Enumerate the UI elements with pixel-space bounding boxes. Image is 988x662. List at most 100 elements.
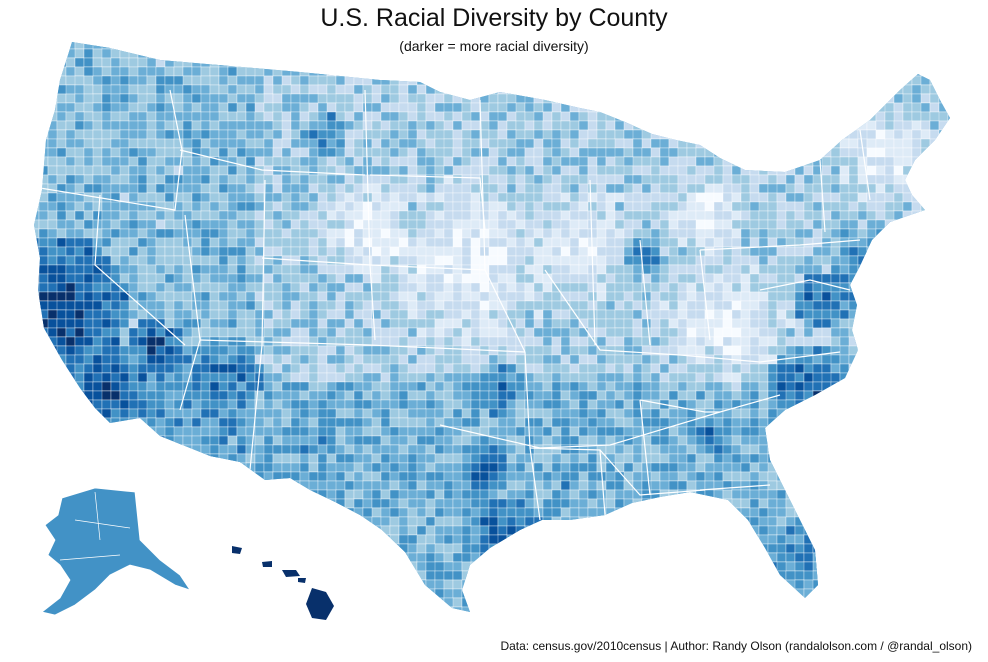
county-cell <box>902 291 913 302</box>
county-cell <box>236 363 247 374</box>
county-cell <box>794 183 805 194</box>
county-cell <box>740 48 751 59</box>
county-cell <box>308 201 319 212</box>
county-cell <box>326 120 337 131</box>
county-cell <box>34 174 40 185</box>
county-cell <box>957 148 966 157</box>
county-cell <box>506 327 517 338</box>
county-cell <box>344 237 355 248</box>
county-cell <box>506 120 517 131</box>
county-cell <box>290 300 301 311</box>
county-cell <box>839 453 850 464</box>
county-cell <box>209 48 220 59</box>
county-cell <box>821 156 832 167</box>
county-cell <box>776 192 787 203</box>
county-cell <box>506 282 517 293</box>
county-cell <box>34 444 40 455</box>
county-cell <box>875 345 886 356</box>
county-cell <box>695 102 706 113</box>
county-cell <box>893 165 904 176</box>
county-cell <box>344 390 355 401</box>
county-cell <box>524 390 535 401</box>
county-cell <box>281 246 292 257</box>
county-cell <box>182 300 193 311</box>
county-cell <box>938 210 950 221</box>
county-cell <box>137 174 148 185</box>
county-cell <box>137 219 148 230</box>
county-cell <box>497 426 508 437</box>
county-cell <box>911 390 922 401</box>
county-cell <box>488 354 499 365</box>
county-cell <box>695 147 706 158</box>
county-cell <box>38 399 49 410</box>
county-cell <box>470 435 481 446</box>
county-cell <box>38 363 58 374</box>
county-cell <box>704 210 715 221</box>
county-cell <box>767 48 778 59</box>
county-cell <box>344 66 355 77</box>
county-cell <box>560 66 580 77</box>
county-cell <box>74 372 85 383</box>
county-cell <box>641 282 652 293</box>
county-cell <box>957 157 966 166</box>
county-cell <box>848 228 859 239</box>
county-cell <box>524 156 535 167</box>
county-cell <box>938 417 950 428</box>
county-cell <box>407 327 418 338</box>
county-cell <box>92 453 112 464</box>
county-cell <box>83 444 103 455</box>
county-cell <box>668 147 679 158</box>
county-cell <box>884 363 895 374</box>
county-cell <box>34 75 40 86</box>
county-cell <box>425 255 436 266</box>
county-cell <box>101 282 112 293</box>
county-cell <box>920 408 931 419</box>
county-cell <box>461 318 472 329</box>
county-cell <box>92 435 103 446</box>
county-cell <box>794 201 805 212</box>
county-cell <box>380 336 391 347</box>
county-cell <box>281 417 292 428</box>
county-cell <box>425 219 436 230</box>
county-cell <box>362 66 382 77</box>
county-cell <box>101 363 112 374</box>
county-cell <box>461 57 472 68</box>
county-cell <box>957 328 966 337</box>
county-cell <box>56 75 67 86</box>
county-cell <box>65 462 76 473</box>
county-cell <box>713 183 724 194</box>
county-cell <box>605 201 616 212</box>
county-cell <box>812 57 823 68</box>
county-cell <box>398 42 409 50</box>
county-cell <box>461 147 472 158</box>
county-cell <box>938 246 949 257</box>
county-cell <box>38 462 49 473</box>
county-cell <box>686 273 697 284</box>
county-cell <box>56 93 67 104</box>
county-cell <box>47 444 58 455</box>
county-cell <box>668 129 679 140</box>
county-cell <box>299 354 310 365</box>
county-cell <box>425 129 436 140</box>
county-cell <box>641 255 652 266</box>
county-cell <box>569 138 580 149</box>
county-cell <box>488 57 499 68</box>
county-cell <box>731 300 742 311</box>
county-cell <box>452 84 472 95</box>
county-cell <box>632 219 643 230</box>
county-cell <box>110 120 121 131</box>
county-cell <box>290 345 301 356</box>
county-cell <box>137 309 148 320</box>
county-cell <box>380 399 391 410</box>
county-cell <box>191 66 202 77</box>
county-cell <box>749 381 760 392</box>
county-cell <box>569 84 589 95</box>
county-cell <box>713 129 724 140</box>
county-cell <box>911 147 922 158</box>
county-cell <box>929 462 949 473</box>
county-cell <box>290 48 310 59</box>
county-cell <box>830 48 850 59</box>
county-cell <box>803 183 814 194</box>
county-cell <box>578 291 589 302</box>
county-cell <box>92 93 103 104</box>
